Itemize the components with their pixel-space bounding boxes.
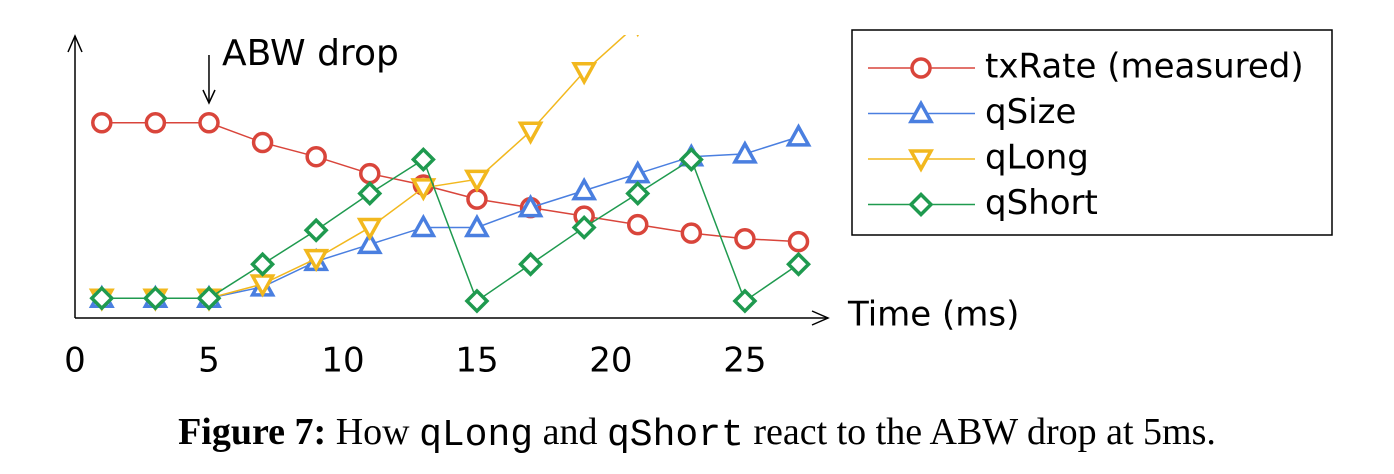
marker [625, 181, 651, 206]
marker [356, 217, 383, 242]
y-axis-arrow [67, 34, 83, 53]
x-tick-label: 10 [321, 341, 364, 381]
marker [142, 285, 168, 311]
marker [787, 230, 810, 253]
x-tick-label: 5 [198, 341, 220, 381]
marker [359, 162, 381, 185]
caption-gap [326, 411, 336, 453]
caption-code: qLong [419, 414, 533, 457]
marker [305, 145, 327, 168]
caption-code: qShort [607, 414, 744, 457]
x-tick-label: 20 [589, 341, 632, 381]
marker [463, 169, 490, 193]
marker [410, 147, 436, 172]
marker [303, 217, 329, 243]
marker [732, 288, 758, 314]
marker [908, 192, 934, 217]
series-line [101, 158, 799, 303]
marker [303, 248, 330, 273]
marker [571, 62, 598, 86]
annotation: ABW drop [222, 33, 399, 74]
caption-label: Figure 7: [178, 411, 326, 453]
x-axis-arrow [811, 310, 830, 326]
marker [89, 285, 115, 311]
marker [196, 285, 222, 311]
legend-label: qSize [985, 92, 1076, 132]
marker [731, 140, 758, 164]
plot-area [88, 35, 812, 314]
caption-part: and [533, 411, 607, 453]
marker [250, 251, 276, 277]
legend-box [851, 29, 1333, 236]
marker [624, 160, 651, 184]
annotation-arrowhead [202, 89, 216, 105]
marker [571, 214, 597, 240]
marker [680, 222, 703, 244]
marker [464, 288, 490, 314]
x-tick-label: 15 [455, 341, 498, 381]
marker [356, 230, 383, 255]
marker [91, 111, 113, 134]
marker [785, 123, 812, 147]
marker [518, 251, 544, 277]
x-axis-label: Time (ms) [847, 295, 1019, 335]
marker [908, 99, 934, 124]
marker [626, 213, 649, 236]
legend-label: txRate (measured) [985, 47, 1304, 87]
x-tick-label: 0 [64, 341, 86, 381]
marker [908, 149, 934, 173]
marker [517, 194, 544, 218]
x-tick-label: 25 [723, 341, 766, 381]
marker [734, 228, 756, 250]
legend-label: qShort [985, 183, 1098, 223]
marker [357, 181, 383, 206]
marker [144, 111, 167, 134]
caption: Figure 7: How qLong and qShort react to … [178, 411, 1216, 457]
legend-label: qLong [985, 138, 1089, 178]
marker [571, 177, 598, 201]
marker [410, 178, 437, 202]
marker [517, 121, 544, 145]
caption-part: How [336, 411, 419, 453]
marker [910, 57, 932, 79]
marker [198, 111, 220, 134]
marker [786, 251, 811, 277]
marker [410, 213, 437, 238]
marker [636, 35, 640, 38]
marker [678, 147, 704, 172]
marker [251, 131, 274, 154]
caption-part: react to the ABW drop at 5ms. [744, 411, 1216, 453]
marker [463, 213, 490, 238]
